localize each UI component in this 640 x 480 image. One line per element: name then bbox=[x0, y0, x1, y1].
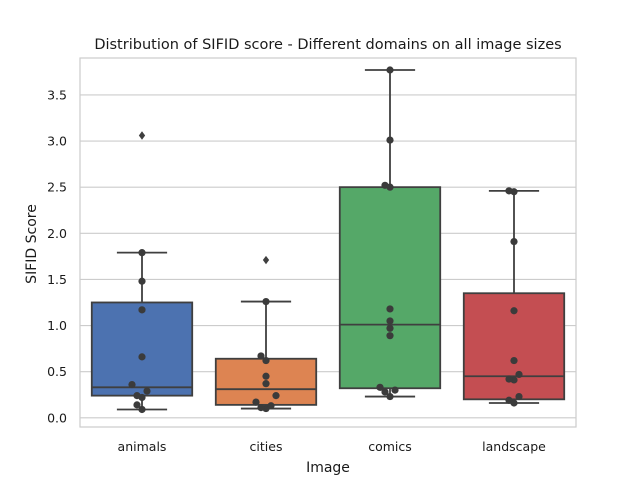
data-point bbox=[262, 356, 270, 365]
data-point bbox=[133, 392, 141, 400]
data-point bbox=[505, 396, 513, 404]
x-tick-label: cities bbox=[250, 439, 283, 454]
data-point bbox=[505, 187, 513, 195]
data-point bbox=[515, 392, 523, 401]
data-point bbox=[386, 332, 394, 340]
data-point bbox=[386, 317, 394, 325]
box-landscape bbox=[462, 189, 566, 404]
data-point bbox=[272, 392, 280, 400]
plot-frame bbox=[79, 57, 577, 428]
data-point bbox=[376, 383, 384, 391]
data-point bbox=[138, 353, 146, 361]
data-point bbox=[386, 136, 394, 144]
data-point bbox=[262, 380, 270, 388]
data-point bbox=[505, 375, 513, 383]
y-tick-label: 0.0 bbox=[47, 410, 67, 425]
chart-title: Distribution of SIFID score - Different … bbox=[94, 37, 561, 53]
data-point bbox=[510, 237, 518, 246]
data-point bbox=[257, 404, 265, 412]
y-tick-label: 2.5 bbox=[47, 180, 67, 195]
box-body bbox=[90, 301, 194, 397]
x-tick-label: landscape bbox=[482, 439, 546, 454]
data-point bbox=[386, 305, 394, 313]
box-body bbox=[338, 186, 442, 390]
data-point bbox=[386, 66, 394, 74]
data-point bbox=[391, 386, 399, 394]
data-point bbox=[133, 401, 141, 409]
x-tick-label: comics bbox=[368, 439, 412, 454]
data-point bbox=[510, 356, 518, 365]
y-tick-label: 1.0 bbox=[47, 318, 67, 333]
data-point bbox=[381, 388, 389, 396]
y-tick-label: 0.5 bbox=[47, 364, 67, 379]
y-tick-label: 1.5 bbox=[47, 272, 67, 287]
outlier-marker bbox=[262, 255, 270, 265]
data-point bbox=[386, 324, 394, 332]
x-tick-label: animals bbox=[118, 439, 167, 454]
data-point bbox=[138, 249, 146, 257]
data-point bbox=[128, 380, 136, 389]
data-point bbox=[510, 307, 518, 315]
data-point bbox=[262, 372, 270, 380]
x-axis-label: Image bbox=[306, 460, 350, 476]
data-point bbox=[138, 277, 146, 285]
data-point bbox=[138, 306, 146, 314]
data-point bbox=[381, 181, 389, 189]
y-axis-label: SIFID Score bbox=[24, 204, 40, 284]
box-group bbox=[90, 69, 566, 411]
data-point bbox=[138, 405, 146, 414]
data-point bbox=[257, 352, 265, 360]
data-point bbox=[143, 387, 151, 395]
y-tick-label: 2.0 bbox=[47, 226, 67, 241]
y-tick-label: 3.0 bbox=[47, 134, 67, 149]
box-cities bbox=[214, 255, 318, 410]
x-tick-labels: animals cities comics landscape bbox=[118, 439, 547, 454]
outlier-marker bbox=[138, 131, 146, 140]
data-point bbox=[386, 392, 394, 401]
data-point bbox=[267, 402, 275, 410]
point-group bbox=[128, 66, 523, 414]
data-point bbox=[515, 370, 523, 379]
data-point bbox=[262, 297, 270, 306]
box-animals bbox=[90, 131, 194, 411]
y-tick-labels: 0.0 0.5 1.0 1.5 2.0 2.5 3.0 3.5 bbox=[47, 87, 67, 425]
y-tick-label: 3.5 bbox=[47, 87, 67, 102]
data-point bbox=[252, 398, 260, 406]
box-comics bbox=[338, 69, 442, 398]
